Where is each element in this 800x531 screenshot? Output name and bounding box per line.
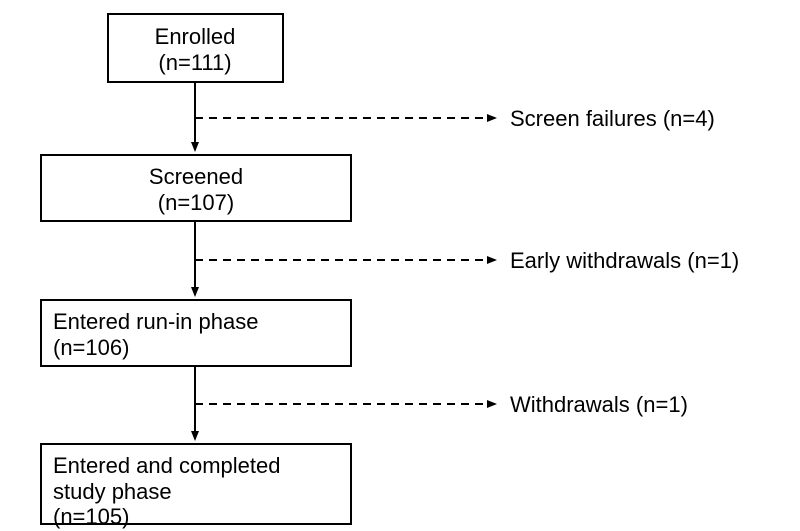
- node-runin-line-0: Entered run-in phase: [53, 309, 258, 334]
- node-screened: Screened(n=107): [41, 155, 351, 221]
- node-runin-line-1: (n=106): [53, 335, 129, 360]
- node-screened-line-1: (n=107): [158, 190, 234, 215]
- flowchart: Enrolled(n=111) Screened(n=107) Entered ru…: [0, 0, 800, 531]
- node-study-line-2: (n=105): [53, 504, 129, 529]
- node-screened-line-0: Screened: [149, 164, 243, 189]
- node-enrolled-line-1: (n=111): [158, 50, 231, 75]
- branch-label-early-withdrawals: Early withdrawals (n=1): [510, 248, 739, 273]
- node-study: Entered and completedstudy phase(n=105): [41, 444, 351, 529]
- node-study-line-0: Entered and completed: [53, 453, 281, 478]
- node-study-line-1: study phase: [53, 479, 172, 504]
- node-enrolled: Enrolled(n=111): [108, 14, 283, 82]
- node-enrolled-line-0: Enrolled: [155, 24, 236, 49]
- node-runin: Entered run-in phase(n=106): [41, 300, 351, 366]
- branch-label-withdrawals: Withdrawals (n=1): [510, 392, 688, 417]
- branch-label-screen-failures: Screen failures (n=4): [510, 106, 715, 131]
